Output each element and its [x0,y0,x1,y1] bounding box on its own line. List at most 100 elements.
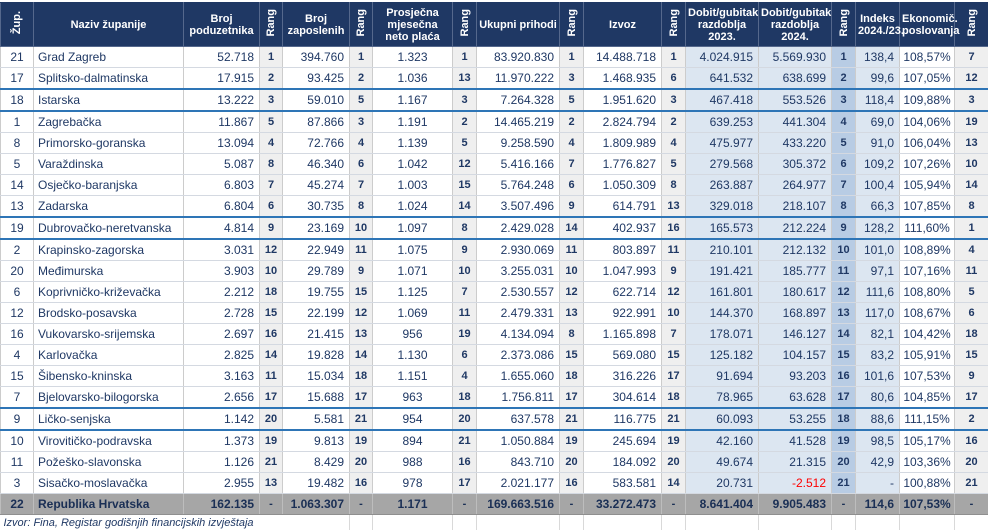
cell-indeks: 109,2 [856,154,900,175]
column-header-rang-poduzetnika: Rang [260,3,283,47]
cell-rang-dobiti: 6 [832,154,856,175]
cell-rang-place: 16 [453,452,477,473]
footer-spacer [686,515,759,530]
cell-broj-zaposlenih: 19.828 [283,345,350,366]
header-label: Dobit/gubitak razdoblja 2024. [761,7,831,43]
cell-rang-poduzetnika: 6 [260,196,283,218]
cell-izvoz: 622.714 [584,282,662,303]
cell-rang-zaposlenih: 9 [350,261,373,282]
cell-indeks: 88,6 [856,408,900,430]
cell-indeks: 42,9 [856,452,900,473]
cell-rang-poduzetnika: 11 [260,366,283,387]
cell-ekonomicnost: 106,04% [900,133,955,154]
cell-rang-ekonomicnosti: 16 [955,430,988,452]
header-label: Rang [459,9,471,37]
cell-rang-prihoda: 5 [560,89,584,111]
cell-rang-place: 19 [453,324,477,345]
column-header-prosjecna-neto-placa: Prosječna mjesečna neto plaća [373,3,453,47]
cell-prosjecna-neto-placa: 1.075 [373,239,453,261]
cell-izvoz: 316.226 [584,366,662,387]
footer-spacer [900,515,955,530]
cell-rang-dobiti: 9 [832,217,856,239]
cell-prosjecna-neto-placa: 1.151 [373,366,453,387]
cell-dobit-2024: 146.127 [759,324,832,345]
cell-dobit-2023: 20.731 [686,473,759,494]
cell-broj-poduzetnika: 3.903 [184,261,260,282]
column-header-rang-izvoza: Rang [662,3,686,47]
cell-naziv-zupanije: Bjelovarsko-bilogorska [34,387,184,409]
header-label: Indeks 2024./23. [858,13,904,37]
cell-rang-izvoza: 16 [662,217,686,239]
cell-rang-place: 1 [453,47,477,68]
cell-dobit-2023: 467.418 [686,89,759,111]
cell-zup: 11 [1,452,34,473]
cell-prosjecna-neto-placa: 1.097 [373,217,453,239]
cell-rang-poduzetnika: 21 [260,452,283,473]
cell-rang-izvoza: 20 [662,452,686,473]
cell-indeks: 82,1 [856,324,900,345]
column-header-indeks: Indeks 2024./23. [856,3,900,47]
cell-dobit-2023: 639.253 [686,111,759,133]
cell-rang-poduzetnika: 3 [260,89,283,111]
cell-izvoz: 1.050.309 [584,175,662,196]
cell-broj-zaposlenih: 29.789 [283,261,350,282]
cell-ekonomicnost: 104,06% [900,111,955,133]
footer-spacer [759,515,832,530]
cell-dobit-2023: 165.573 [686,217,759,239]
cell-rang-dobiti: 18 [832,408,856,430]
header-label: Rang [566,9,578,37]
cell-dobit-2024: 441.304 [759,111,832,133]
cell-broj-zaposlenih: 9.813 [283,430,350,452]
cell-rang-ekonomicnosti: 1 [955,217,988,239]
cell-rang-prihoda: 2 [560,111,584,133]
cell-dobit-2024: 638.699 [759,68,832,90]
cell-izvoz: 1.809.989 [584,133,662,154]
cell-rang-izvoza: 21 [662,408,686,430]
cell-indeks: 101,6 [856,366,900,387]
cell-rang-prihoda: 13 [560,303,584,324]
cell-broj-poduzetnika: 2.656 [184,387,260,409]
cell-naziv-zupanije: Zadarska [34,196,184,218]
cell-rang-ekonomicnosti: 7 [955,47,988,68]
cell-naziv-zupanije: Dubrovačko-neretvanska [34,217,184,239]
cell-rang-izvoza: 4 [662,133,686,154]
cell-broj-poduzetnika: 1.142 [184,408,260,430]
cell-rang-place: 5 [453,133,477,154]
cell-ukupni-prihodi: 5.764.248 [477,175,560,196]
cell-rang-poduzetnika: 20 [260,408,283,430]
cell-rang-poduzetnika: 18 [260,282,283,303]
cell-dobit-2024: 212.132 [759,239,832,261]
cell-rang-prihoda: 4 [560,133,584,154]
cell-naziv-zupanije: Ličko-senjska [34,408,184,430]
cell-rang-izvoza: 13 [662,196,686,218]
cell-rang-poduzetnika: 8 [260,154,283,175]
cell-rang-dobiti: - [832,494,856,515]
cell-rang-zaposlenih: 15 [350,282,373,303]
cell-dobit-2024: 104.157 [759,345,832,366]
cell-prosjecna-neto-placa: 1.167 [373,89,453,111]
cell-indeks: 80,6 [856,387,900,409]
cell-dobit-2023: 78.965 [686,387,759,409]
cell-naziv-zupanije: Splitsko-dalmatinska [34,68,184,90]
cell-zup: 10 [1,430,34,452]
cell-izvoz: 1.468.935 [584,68,662,90]
cell-rang-prihoda: 16 [560,473,584,494]
cell-broj-zaposlenih: 30.735 [283,196,350,218]
cell-ukupni-prihodi: 3.507.496 [477,196,560,218]
cell-rang-poduzetnika: 1 [260,47,283,68]
cell-rang-izvoza: 2 [662,111,686,133]
cell-dobit-2023: 91.694 [686,366,759,387]
cell-ekonomicnost: 105,91% [900,345,955,366]
cell-broj-zaposlenih: 23.169 [283,217,350,239]
footer-spacer [453,515,477,530]
cell-zup: 3 [1,473,34,494]
cell-ukupni-prihodi: 14.465.219 [477,111,560,133]
cell-rang-dobiti: 13 [832,303,856,324]
header-label: Dobit/gubitak razdoblja 2023. [688,7,758,43]
